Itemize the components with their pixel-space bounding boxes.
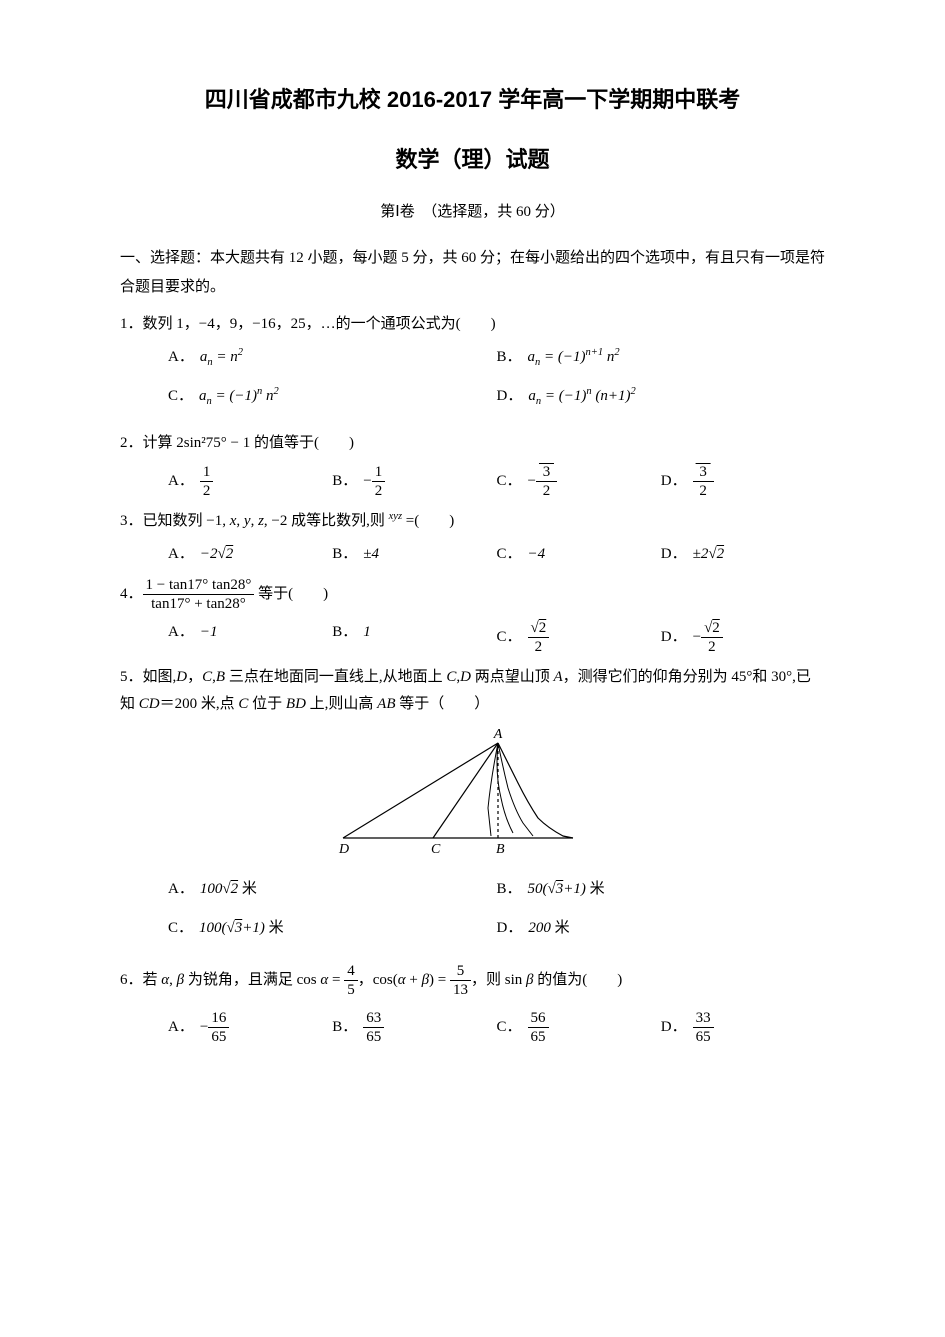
q3-choice-b: B．±4	[332, 541, 496, 568]
q6-choice-b: B．6365	[332, 1009, 496, 1046]
q1-choice-b: B．an = (−1)n+1 n2	[497, 344, 826, 373]
q5-choice-a: A．100√2 米	[168, 876, 497, 903]
q1-choice-c: C．an = (−1)n n2	[168, 383, 497, 412]
q6-choice-d: D．3365	[661, 1009, 825, 1046]
q3-choice-a: A．−2√2	[168, 541, 332, 568]
svg-text:B: B	[496, 842, 505, 857]
exam-title: 四川省成都市九校 2016-2017 学年高一下学期期中联考	[120, 80, 825, 120]
q4-choice-a: A．−1	[168, 619, 332, 656]
q2-text: 2．计算 2sin²75° − 1 的值等于( )	[120, 430, 825, 457]
q2-choice-c: C．− 3 2	[497, 463, 661, 500]
exam-subtitle: 数学（理）试题	[120, 140, 825, 180]
q5-choice-c: C．100(√3+1) 米	[168, 915, 497, 942]
question-5: 5．如图,D，C,B 三点在地面同一直线上,从地面上 C,D 两点望山顶 A，测…	[120, 664, 825, 954]
q6-text: 6．若 α, β 为锐角，且满足 cos α = 45，cos(α + β) =…	[120, 962, 825, 999]
q1-choice-d: D．an = (−1)n (n+1)2	[497, 383, 826, 412]
question-3: 3．已知数列 −1, x, y, z, −2 成等比数列,则 xyz =( ) …	[120, 508, 825, 568]
q3-choice-d: D．±2√2	[661, 541, 825, 568]
question-1: 1．数列 1，−4，9，−16，25，…的一个通项公式为( ) A．an = n…	[120, 311, 825, 422]
q5-figure: A D C B	[120, 728, 825, 868]
q1-text: 1．数列 1，−4，9，−16，25，…的一个通项公式为( )	[120, 311, 825, 338]
q3-choice-c: C．−4	[497, 541, 661, 568]
q2-choice-d: D． 3 2	[661, 463, 825, 500]
q2-choice-b: B．−12	[332, 463, 496, 500]
svg-text:D: D	[338, 842, 349, 857]
q4-choice-b: B．1	[332, 619, 496, 656]
q4-text: 4．1 − tan17° tan28°tan17° + tan28° 等于( )	[120, 576, 825, 613]
q5-choice-b: B．50(√3+1) 米	[497, 876, 826, 903]
q4-choice-c: C．√22	[497, 619, 661, 656]
question-6: 6．若 α, β 为锐角，且满足 cos α = 45，cos(α + β) =…	[120, 962, 825, 1046]
q5-text: 5．如图,D，C,B 三点在地面同一直线上,从地面上 C,D 两点望山顶 A，测…	[120, 664, 825, 718]
instructions: 一、选择题：本大题共有 12 小题，每小题 5 分，共 60 分；在每小题给出的…	[120, 244, 825, 301]
q3-text: 3．已知数列 −1, x, y, z, −2 成等比数列,则 xyz =( )	[120, 508, 825, 535]
q2-choice-a: A．12	[168, 463, 332, 500]
q5-choice-d: D．200 米	[497, 915, 826, 942]
question-4: 4．1 − tan17° tan28°tan17° + tan28° 等于( )…	[120, 576, 825, 656]
question-2: 2．计算 2sin²75° − 1 的值等于( ) A．12 B．−12 C．−…	[120, 430, 825, 500]
q1-choice-a: A．an = n2	[168, 344, 497, 373]
q6-choice-c: C．5665	[497, 1009, 661, 1046]
section-label: 第Ⅰ卷 （选择题，共 60 分）	[120, 199, 825, 226]
svg-text:A: A	[492, 728, 502, 742]
svg-text:C: C	[431, 842, 441, 857]
q6-choice-a: A．−1665	[168, 1009, 332, 1046]
q4-choice-d: D．−√22	[661, 619, 825, 656]
